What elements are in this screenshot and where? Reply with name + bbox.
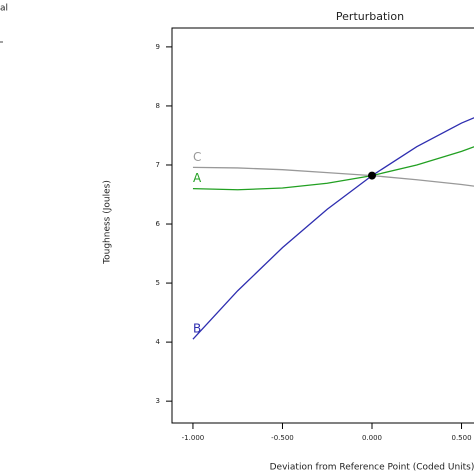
- series-line: [192, 146, 474, 191]
- y-tick-label: 4: [156, 338, 161, 346]
- y-tick-label: 5: [156, 279, 160, 287]
- series-line: [192, 117, 474, 340]
- y-tick-label: 9: [156, 43, 160, 51]
- side-text: al: [0, 4, 8, 14]
- series-label: A: [193, 171, 202, 185]
- x-tick-label: -0.500: [271, 434, 294, 442]
- reference-point: [368, 171, 376, 180]
- x-tick-label: 0.000: [362, 434, 382, 442]
- y-tick-label: 7: [156, 161, 160, 169]
- y-tick-label: 3: [156, 397, 160, 405]
- series-label: B: [193, 322, 201, 336]
- x-tick-label: -1.000: [182, 434, 205, 442]
- plot-frame: [171, 27, 474, 424]
- y-tick-label: 8: [156, 102, 160, 110]
- series-label: C: [193, 150, 201, 164]
- plot-area: [192, 117, 474, 340]
- chart-title: Perturbation: [336, 10, 404, 23]
- y-axis-label: Toughness (Joules): [103, 180, 113, 265]
- y-tick-label: 6: [156, 220, 161, 228]
- x-axis-label: Deviation from Reference Point (Coded Un…: [270, 463, 474, 473]
- series-line: [192, 166, 474, 187]
- x-tick-label: 0.500: [452, 434, 472, 442]
